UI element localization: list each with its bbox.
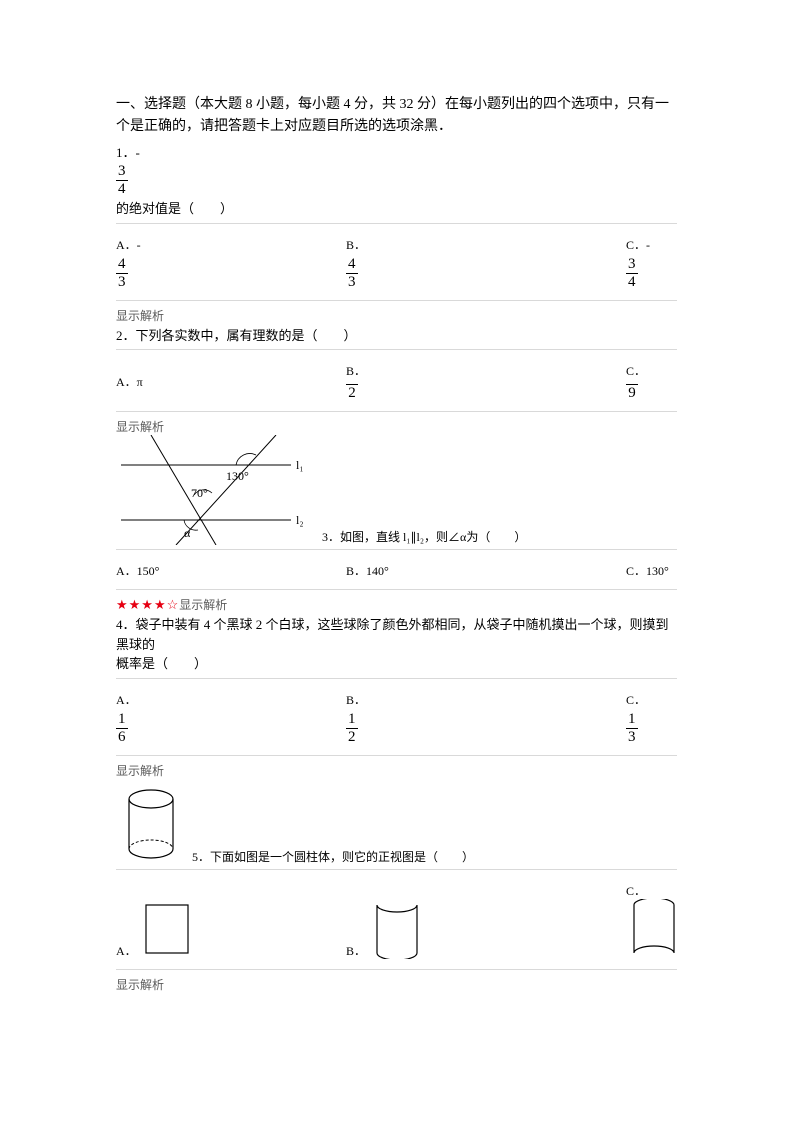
show-analysis-link[interactable]: 显示解析 <box>179 598 227 612</box>
q5-stem: 5．下面如图是一个圆柱体，则它的正视图是（ ） <box>192 848 474 865</box>
q2-option-c[interactable]: C． 9 <box>626 362 677 401</box>
q2-stem: 2．下列各实数中，属有理数的是（ ） <box>116 326 677 346</box>
star-rating: ★★★★☆ <box>116 597 179 612</box>
q5-row: 5．下面如图是一个圆柱体，则它的正视图是（ ） <box>116 785 677 865</box>
q3-ang-130: 130° <box>226 469 249 483</box>
q3-stem: 3．如图，直线 l₁∥l₂，则∠α为（ ） <box>322 528 526 545</box>
q2-option-b[interactable]: B． 2 <box>346 362 626 401</box>
section-title-line2: 个是正确的，请把答题卡上对应题目所选的选项涂黑． <box>116 119 452 134</box>
divider <box>116 349 677 350</box>
q4-option-c[interactable]: C． 1 3 <box>626 691 677 745</box>
q1-frac: 3 4 <box>116 164 128 197</box>
q1-option-c[interactable]: C．- 3 4 <box>626 236 677 290</box>
q1-option-a[interactable]: A．- 4 3 <box>116 236 346 290</box>
show-analysis-link[interactable]: 显示解析 <box>116 976 677 993</box>
q3-options: A．150° B．140° C．130° <box>116 556 677 585</box>
q1-option-b[interactable]: B． 4 3 <box>346 236 626 290</box>
q5-opt-b-shape <box>369 899 424 959</box>
q1-options: A．- 4 3 B． 4 3 C．- 3 4 <box>116 230 677 296</box>
q5-cylinder-icon <box>116 785 186 865</box>
q3-alpha: α <box>184 526 191 540</box>
q4-option-b[interactable]: B． 1 2 <box>346 691 626 745</box>
section-title: 一、选择题（本大题 8 小题，每小题 4 分，共 32 分）在每小题列出的四个选… <box>116 94 677 139</box>
q2-options: A．π B． 2 C． 9 <box>116 356 677 407</box>
q4-option-a[interactable]: A． 1 6 <box>116 691 346 745</box>
q3-l2-label: l₂ <box>296 513 304 527</box>
q5-options: A． B． C． <box>116 876 677 965</box>
q5-option-b[interactable]: B． <box>346 899 626 959</box>
q3-show-row: ★★★★☆显示解析 <box>116 596 677 613</box>
q1-frac-top: 3 <box>116 164 128 181</box>
divider <box>116 969 677 970</box>
show-analysis-link[interactable]: 显示解析 <box>116 762 677 779</box>
q3-row: l₁ l₂ 130° 70° α 3．如图，直线 l₁∥l₂，则∠α为（ ） <box>116 435 677 545</box>
q3-l1-label: l₁ <box>296 458 304 472</box>
q3-option-a[interactable]: A．150° <box>116 562 346 579</box>
show-analysis-link[interactable]: 显示解析 <box>116 418 677 435</box>
show-analysis-link[interactable]: 显示解析 <box>116 307 677 324</box>
q1-stem: 1．- 3 4 的绝对值是（ ） <box>116 143 677 219</box>
q5-opt-c-shape <box>626 899 681 959</box>
q4-stem: 4．袋子中装有 4 个黑球 2 个白球，这些球除了颜色外都相同，从袋子中随机摸出… <box>116 615 677 674</box>
q4-options: A． 1 6 B． 1 2 C． 1 3 <box>116 685 677 751</box>
divider <box>116 869 677 870</box>
q5-option-a[interactable]: A． <box>116 899 346 959</box>
q1-suffix: 的绝对值是（ ） <box>116 201 233 216</box>
divider <box>116 411 677 412</box>
divider <box>116 755 677 756</box>
exam-page: 一、选择题（本大题 8 小题，每小题 4 分，共 32 分）在每小题列出的四个选… <box>0 0 793 1033</box>
divider <box>116 678 677 679</box>
q5-opt-a-shape <box>140 899 195 959</box>
divider <box>116 549 677 550</box>
q1-frac-bot: 4 <box>116 181 128 197</box>
q3-ang-70: 70° <box>191 486 208 500</box>
q3-option-c[interactable]: C．130° <box>626 562 677 579</box>
section-title-line1: 一、选择题（本大题 8 小题，每小题 4 分，共 32 分）在每小题列出的四个选… <box>116 97 669 112</box>
q5-option-c[interactable]: C． <box>626 882 681 959</box>
q3-figure: l₁ l₂ 130° 70° α <box>116 435 316 545</box>
divider <box>116 223 677 224</box>
divider <box>116 300 677 301</box>
q2-option-a[interactable]: A．π <box>116 373 346 390</box>
q3-option-b[interactable]: B．140° <box>346 562 626 579</box>
divider <box>116 589 677 590</box>
q1-prefix: 1．- <box>116 145 140 160</box>
